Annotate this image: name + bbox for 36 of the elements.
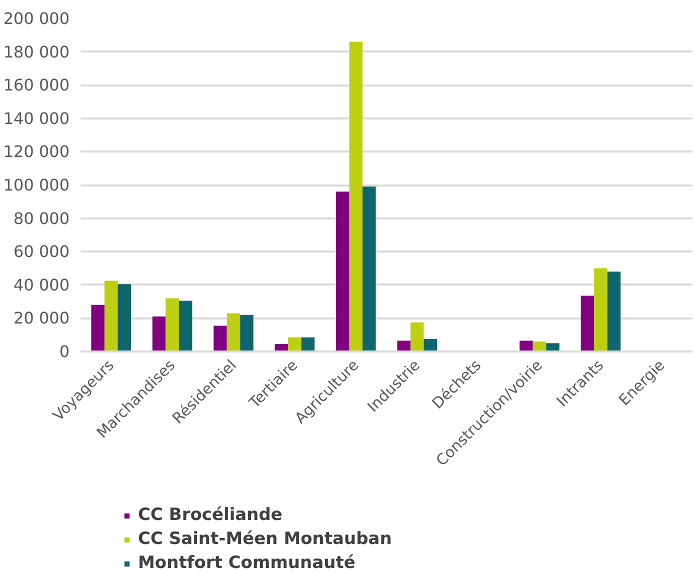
bar	[397, 340, 410, 352]
bar	[178, 300, 192, 352]
bar	[91, 304, 104, 352]
bar	[214, 326, 227, 352]
bar	[152, 316, 166, 352]
bar	[594, 268, 608, 352]
bar	[240, 314, 254, 352]
bar	[166, 298, 179, 352]
bar	[607, 272, 621, 352]
y-tick-label: 140 000	[3, 108, 70, 128]
y-tick-label: 40 000	[14, 275, 70, 294]
bar	[118, 284, 131, 352]
y-tick-label: 60 000	[14, 242, 70, 262]
bar	[104, 280, 118, 352]
bar	[226, 313, 240, 352]
y-tick-label: 200 000	[3, 9, 70, 28]
y-tick-label: 100 000	[3, 176, 70, 194]
y-tick-label: 120 000	[3, 142, 70, 162]
y-tick-label: 0	[59, 342, 70, 361]
legend-label: Montfort Communauté	[138, 553, 356, 573]
bar	[288, 337, 302, 352]
bar	[546, 343, 560, 352]
bar	[580, 296, 594, 352]
legend-label: CC Saint-Méen Montauban	[138, 529, 392, 549]
y-tick-label: 180 000	[3, 42, 70, 62]
legend-label: CC Brocéliande	[138, 505, 282, 525]
bar	[362, 186, 376, 352]
bar	[520, 340, 533, 352]
bar	[349, 42, 363, 352]
bar	[410, 322, 424, 352]
y-tick-label: 80 000	[14, 208, 70, 228]
bar	[336, 192, 350, 352]
bar	[301, 337, 315, 352]
y-tick-label: 160 000	[3, 76, 70, 95]
y-tick-label: 20 000	[14, 308, 70, 328]
bar	[424, 339, 437, 352]
